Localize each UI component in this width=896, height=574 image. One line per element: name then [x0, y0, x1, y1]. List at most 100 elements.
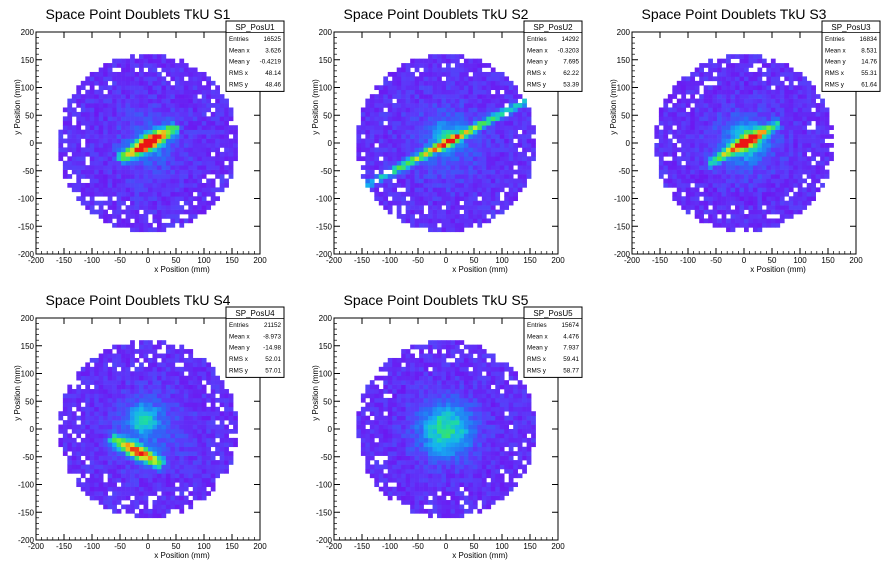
y-tick-label: -200	[614, 250, 631, 259]
heatmap-cell	[89, 424, 95, 430]
heatmap-cell	[188, 169, 194, 175]
heatmap-cell	[85, 468, 91, 474]
heatmap-cell	[468, 58, 474, 64]
heatmap-cell	[824, 120, 830, 126]
heatmap-cell	[125, 187, 131, 193]
heatmap-cell	[94, 151, 100, 157]
heatmap-cell	[730, 156, 736, 162]
heatmap-cell	[459, 227, 465, 233]
heatmap-cell	[192, 94, 198, 99]
heatmap-cell	[179, 468, 185, 474]
heatmap-cell	[107, 486, 113, 492]
heatmap-cell	[531, 147, 536, 153]
heatmap-cell	[107, 160, 113, 166]
heatmap-cell	[365, 107, 371, 113]
heatmap-cell	[481, 156, 487, 162]
heatmap-cell	[811, 134, 816, 139]
heatmap-cell	[215, 143, 220, 148]
heatmap-cell	[71, 156, 77, 162]
heatmap-cell	[378, 160, 384, 166]
heatmap-cell	[721, 165, 727, 170]
heatmap-cell	[107, 371, 113, 377]
heatmap-cell	[165, 63, 171, 68]
heatmap-cell	[526, 138, 532, 144]
heatmap-cell	[806, 80, 812, 86]
heatmap-cell	[130, 196, 135, 202]
heatmap-cell	[495, 156, 501, 162]
heatmap-cell	[67, 98, 73, 104]
heatmap-cell	[757, 85, 763, 91]
heatmap-cell	[170, 125, 176, 130]
heatmap-cell	[495, 116, 501, 122]
heatmap-cell	[89, 196, 95, 202]
heatmap-cell	[94, 429, 100, 434]
heatmap-cell	[98, 353, 104, 359]
heatmap-cell	[726, 111, 731, 117]
heatmap-cell	[387, 111, 393, 117]
heatmap-cell	[121, 451, 126, 456]
heatmap-cell	[815, 147, 821, 153]
heatmap-cell	[170, 433, 176, 439]
heatmap-cell	[726, 178, 731, 184]
heatmap-cell	[170, 89, 176, 95]
heatmap-cell	[481, 165, 487, 170]
heatmap-cell	[405, 178, 411, 184]
heatmap-cell	[143, 406, 149, 412]
heatmap-cell	[441, 94, 447, 99]
heatmap-cell	[170, 486, 176, 492]
heatmap-cell	[428, 156, 433, 162]
heatmap-cell	[437, 178, 442, 184]
heatmap-cell	[130, 169, 135, 175]
heatmap-cell	[197, 125, 203, 130]
heatmap-cell	[80, 424, 86, 430]
heatmap-cell	[802, 107, 808, 113]
heatmap-cell	[112, 200, 117, 206]
heatmap-cell	[793, 200, 799, 206]
heatmap-cell	[757, 58, 763, 64]
heatmap-cell	[112, 482, 117, 488]
heatmap-cell	[121, 433, 126, 439]
heatmap-cell	[103, 504, 108, 510]
heatmap-cell	[94, 393, 100, 399]
heatmap-cell	[726, 160, 731, 166]
heatmap-cell	[811, 178, 816, 184]
heatmap-cell	[121, 446, 126, 452]
heatmap-cell	[757, 160, 763, 166]
heatmap-cell	[757, 125, 763, 130]
heatmap-cell	[89, 120, 95, 126]
heatmap-cell	[76, 182, 82, 188]
heatmap-cell	[793, 120, 799, 126]
heatmap-cell	[148, 437, 153, 443]
heatmap-cell	[210, 147, 216, 153]
heatmap-cell	[179, 160, 185, 166]
heatmap-cell	[94, 174, 100, 179]
heatmap-cell	[152, 357, 158, 363]
heatmap-cell	[829, 151, 834, 157]
heatmap-cell	[414, 67, 420, 73]
heatmap-cell	[468, 218, 474, 224]
heatmap-cell	[726, 165, 731, 170]
heatmap-cell	[139, 451, 144, 456]
heatmap-cell	[116, 151, 122, 157]
heatmap-cell	[58, 147, 64, 153]
heatmap-cell	[139, 174, 144, 179]
heatmap-cell	[712, 103, 718, 108]
heatmap-cell	[739, 200, 745, 206]
heatmap-cell	[112, 178, 117, 184]
heatmap-cell	[744, 89, 749, 95]
heatmap-cell	[735, 214, 740, 219]
heatmap-cell	[152, 218, 158, 224]
heatmap-cell	[188, 424, 194, 430]
heatmap-cell	[797, 187, 803, 193]
heatmap-cell	[517, 156, 523, 162]
heatmap-cell	[134, 500, 140, 505]
heatmap-cell	[161, 468, 167, 474]
heatmap-cell	[428, 63, 433, 68]
heatmap-cell	[130, 120, 135, 126]
heatmap-cell	[472, 125, 478, 130]
heatmap-cell	[116, 451, 122, 456]
heatmap-cell	[694, 98, 700, 104]
heatmap-cell	[676, 89, 682, 95]
heatmap-cell	[788, 103, 794, 108]
heatmap-cell	[477, 85, 483, 91]
